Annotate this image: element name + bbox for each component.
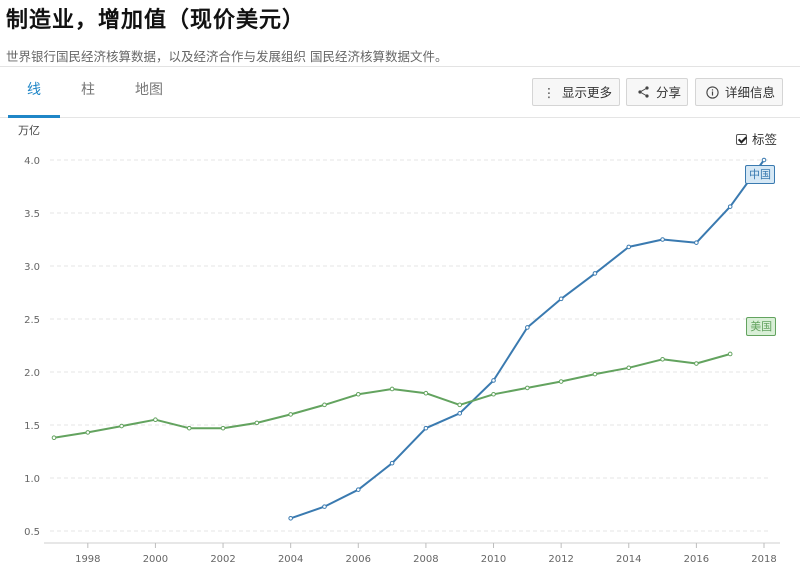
- y-tick-label: 3.5: [24, 209, 40, 220]
- y-tick-label: 3.0: [24, 262, 40, 273]
- data-point[interactable]: [389, 460, 395, 466]
- tab-bar-chart[interactable]: 柱: [81, 82, 95, 98]
- data-point[interactable]: [355, 487, 361, 492]
- labels-checkbox[interactable]: [736, 134, 747, 145]
- data-point[interactable]: [254, 420, 260, 426]
- data-point[interactable]: [660, 356, 665, 362]
- series-line[interactable]: [290, 159, 765, 520]
- data-point[interactable]: [525, 385, 530, 391]
- tab-map[interactable]: 地图: [135, 82, 163, 98]
- data-point[interactable]: [761, 157, 767, 163]
- source-note: 世界银行国民经济核算数据，以及经济合作与发展组织 国民经济核算数据文件。: [6, 49, 448, 64]
- data-point[interactable]: [491, 391, 496, 397]
- y-tick-label: 4.0: [24, 156, 40, 167]
- series-end-label: 中国: [745, 165, 775, 184]
- x-tick-label: 2006: [346, 554, 371, 565]
- x-axis: 1998 2000 2002 2004 2006 2008 2010 2012 2014 2016…: [44, 542, 780, 565]
- x-tick-label: 2014: [616, 554, 641, 565]
- details-label: 详细信息: [725, 85, 776, 100]
- share-button[interactable]: 分享: [626, 78, 688, 106]
- data-point[interactable]: [457, 402, 463, 408]
- y-tick-label: 1.0: [24, 474, 40, 485]
- data-point[interactable]: [389, 386, 395, 392]
- x-tick-label: 2010: [481, 554, 506, 565]
- data-point[interactable]: [694, 240, 699, 245]
- y-axis-unit-label: 万亿: [18, 124, 40, 137]
- grid-lines: [50, 159, 770, 532]
- vertical-dots-icon: ⋮: [542, 85, 556, 100]
- data-point[interactable]: [322, 402, 327, 408]
- data-point[interactable]: [558, 379, 564, 384]
- data-point[interactable]: [423, 425, 429, 431]
- data-point[interactable]: [220, 425, 226, 431]
- x-tick-label: 2008: [413, 554, 438, 565]
- data-point[interactable]: [727, 351, 733, 357]
- y-tick-label: 2.0: [24, 368, 40, 379]
- data-point[interactable]: [626, 244, 632, 250]
- y-axis: 0.5 1.0 1.5 2.0 2.5 3.0 3.5 4.0: [24, 156, 40, 538]
- x-tick-label: 2004: [278, 554, 303, 565]
- data-point[interactable]: [186, 425, 192, 431]
- data-point[interactable]: [153, 417, 158, 423]
- x-tick-label: 2002: [210, 554, 235, 565]
- labels-toggle-label: 标签: [752, 132, 778, 147]
- y-tick-label: 2.5: [24, 315, 40, 326]
- tab-bar: 线 柱 地图 ⋮ 显示更多 分享: [0, 67, 800, 118]
- details-button[interactable]: 详细信息: [695, 78, 783, 106]
- x-tick-label: 2012: [548, 554, 573, 565]
- data-point[interactable]: [525, 325, 530, 330]
- show-more-label: 显示更多: [562, 85, 613, 100]
- data-point[interactable]: [119, 423, 124, 429]
- share-label: 分享: [656, 85, 682, 100]
- show-more-button[interactable]: ⋮ 显示更多: [532, 78, 620, 106]
- chart-panel: 线 柱 地图 ⋮ 显示更多 分享: [0, 66, 800, 586]
- data-point[interactable]: [355, 391, 361, 397]
- data-point[interactable]: [727, 204, 733, 209]
- data-point[interactable]: [694, 361, 699, 366]
- data-point[interactable]: [592, 271, 598, 276]
- share-icon: [635, 79, 651, 107]
- series-end-label: 美国: [746, 316, 777, 336]
- data-point[interactable]: [288, 412, 293, 417]
- data-point[interactable]: [491, 378, 496, 383]
- data-point[interactable]: [558, 296, 564, 302]
- tab-line[interactable]: 线: [8, 67, 60, 118]
- data-point[interactable]: [592, 371, 598, 377]
- info-icon: [704, 79, 720, 107]
- data-point[interactable]: [423, 390, 429, 396]
- data-point[interactable]: [288, 515, 293, 521]
- data-point[interactable]: [626, 365, 632, 371]
- x-tick-label: 2018: [751, 554, 776, 565]
- data-point[interactable]: [457, 411, 463, 416]
- y-tick-label: 0.5: [24, 527, 40, 538]
- page-title: 制造业，增加值（现价美元）: [6, 8, 306, 33]
- y-tick-label: 1.5: [24, 421, 40, 432]
- x-tick-label: 2016: [684, 554, 709, 565]
- labels-toggle[interactable]: 标签: [736, 129, 777, 148]
- data-point[interactable]: [322, 504, 327, 509]
- data-point[interactable]: [85, 430, 91, 435]
- data-point[interactable]: [51, 435, 57, 441]
- series: [51, 157, 767, 521]
- x-tick-label: 2000: [143, 554, 168, 565]
- data-point[interactable]: [660, 237, 665, 242]
- x-tick-label: 1998: [75, 554, 100, 565]
